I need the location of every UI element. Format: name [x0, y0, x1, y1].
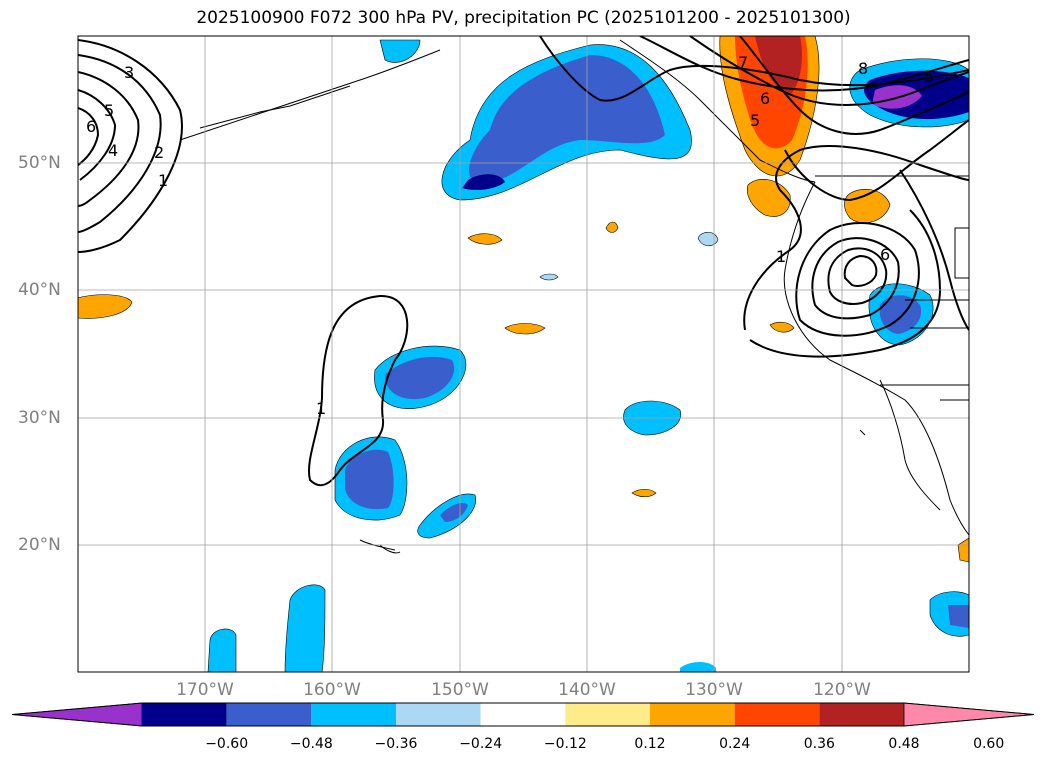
coastlines	[179, 39, 969, 554]
contour-label: 5	[750, 111, 760, 130]
colorbar-tick-label: −0.24	[459, 736, 503, 752]
graticule	[78, 36, 969, 672]
lon-label-170w: 170°W	[176, 680, 234, 700]
map-frame	[77, 35, 970, 673]
lon-label-150w: 150°W	[431, 680, 489, 700]
colorbar-tick-label: −0.36	[374, 736, 418, 752]
colorbar-tick-label: −0.12	[543, 736, 587, 752]
contour-label: 1	[776, 247, 786, 266]
contour-label: 4	[108, 141, 118, 160]
contour-label: 7	[738, 53, 748, 72]
contour-label: 6	[760, 89, 770, 108]
lon-label-120w: 120°W	[813, 680, 871, 700]
colorbar-tick-label: 0.36	[803, 736, 835, 752]
lat-label-40n: 40°N	[18, 280, 61, 300]
lat-label-50n: 50°N	[18, 153, 61, 173]
map-title: 2025100900 F072 300 hPa PV, precipitatio…	[196, 8, 851, 28]
precip-positive-regions	[78, 36, 969, 563]
lat-label-20n: 20°N	[18, 535, 61, 555]
colorbar-tick-label: −0.48	[289, 736, 333, 752]
contour-label: 6	[880, 245, 890, 264]
pv-contours	[78, 36, 969, 487]
lon-label-140w: 140°W	[558, 680, 616, 700]
lat-label-30n: 30°N	[18, 408, 61, 428]
colorbar-tick-label: 0.48	[888, 736, 920, 752]
contour-label: 5	[924, 67, 934, 86]
colorbar-tick-label: 0.24	[719, 736, 751, 752]
contour-label: 5	[104, 101, 114, 120]
colorbar-tick-label: 0.60	[973, 736, 1005, 752]
contour-label: 2	[154, 143, 164, 162]
contour-label: 1	[316, 399, 326, 418]
contour-label: 3	[124, 63, 134, 82]
lon-label-130w: 130°W	[685, 680, 743, 700]
contour-label: 6	[86, 117, 96, 136]
contour-label: 1	[158, 171, 168, 190]
contour-label-group: 3 5 6 4 2 1 1 7 6 5 8 5 1 6	[86, 53, 934, 418]
contour-label: 8	[858, 59, 868, 78]
lon-label-160w: 160°W	[303, 680, 361, 700]
colorbar-tick-label: 0.12	[634, 736, 666, 752]
colorbar-tick-label: −0.60	[205, 736, 249, 752]
